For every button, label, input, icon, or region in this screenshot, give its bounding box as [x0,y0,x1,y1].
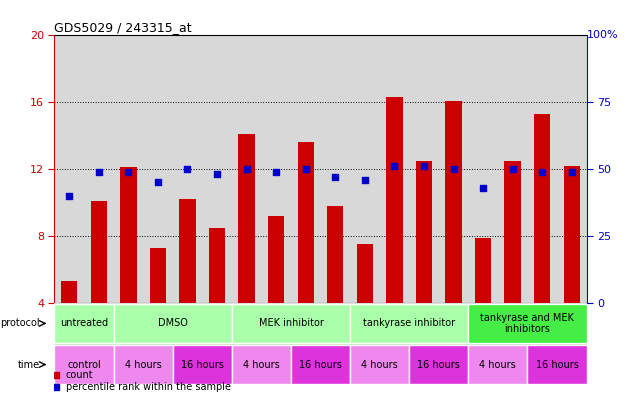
Bar [409,35,469,303]
Point [567,169,577,175]
Bar [291,35,350,303]
Bar [54,304,113,343]
Bar [297,142,314,303]
Bar [469,304,587,343]
Point [153,179,163,185]
Bar [563,166,580,303]
Bar [209,228,225,303]
Bar [172,344,232,385]
Point [94,169,104,175]
Bar [232,303,291,344]
Text: 4 hours: 4 hours [362,360,398,369]
Point [301,166,311,172]
Bar [528,303,587,344]
Bar [409,303,469,344]
Bar [172,303,232,344]
Text: 16 hours: 16 hours [417,360,460,369]
Bar [469,35,528,303]
Bar [416,161,432,303]
Point [419,163,429,169]
Point [508,166,518,172]
Text: time: time [17,360,40,369]
Point [271,169,281,175]
Bar [475,238,491,303]
Bar [232,344,291,385]
Bar [409,345,469,384]
Bar [232,304,350,343]
Bar [61,281,78,303]
Bar [528,345,587,384]
Text: tankyrase and MEK
inhibitors: tankyrase and MEK inhibitors [481,312,574,334]
Bar [291,345,350,384]
Text: MEK inhibitor: MEK inhibitor [258,318,323,329]
Text: 4 hours: 4 hours [243,360,279,369]
Point [478,185,488,191]
Bar [232,345,291,384]
Bar [54,303,113,344]
Bar [469,345,528,384]
Bar [350,303,409,344]
Point [448,166,458,172]
Text: 16 hours: 16 hours [535,360,578,369]
Bar [179,199,196,303]
Bar [350,304,469,343]
Bar [232,35,291,303]
Bar [90,201,107,303]
Point [389,163,399,169]
Bar [238,134,254,303]
Bar [121,167,137,303]
Bar [469,344,528,385]
Bar [150,248,166,303]
Point [330,174,340,180]
Bar [172,35,232,303]
Bar [350,344,409,385]
Bar [356,244,373,303]
Text: DMSO: DMSO [158,318,188,329]
Point [64,193,74,199]
Point [123,169,133,175]
Bar [469,303,528,344]
Text: 16 hours: 16 hours [299,360,342,369]
Bar [350,35,409,303]
Text: untreated: untreated [60,318,108,329]
Text: count: count [66,370,94,380]
Point [212,171,222,178]
Text: protocol: protocol [0,318,40,329]
Text: 100%: 100% [587,30,618,40]
Point [183,166,193,172]
Bar [327,206,344,303]
Bar [113,304,232,343]
Bar [113,345,172,384]
Text: 4 hours: 4 hours [125,360,162,369]
Text: percentile rank within the sample: percentile rank within the sample [66,382,231,392]
Bar [113,35,172,303]
Bar [445,101,462,303]
Bar [291,344,350,385]
Bar [387,97,403,303]
Bar [172,345,232,384]
Bar [113,303,172,344]
Point [537,169,547,175]
Point [242,166,252,172]
Bar [268,216,285,303]
Bar [54,345,113,384]
Bar [291,303,350,344]
Text: control: control [67,360,101,369]
Bar [534,114,551,303]
Bar [528,344,587,385]
Bar [409,344,469,385]
Text: GDS5029 / 243315_at: GDS5029 / 243315_at [54,21,192,34]
Bar [528,35,587,303]
Text: 16 hours: 16 hours [181,360,224,369]
Point [360,177,370,183]
Text: 4 hours: 4 hours [479,360,516,369]
Text: tankyrase inhibitor: tankyrase inhibitor [363,318,455,329]
Bar [113,344,172,385]
Bar [504,161,520,303]
Bar [54,35,113,303]
Bar [54,344,113,385]
Bar [350,345,409,384]
